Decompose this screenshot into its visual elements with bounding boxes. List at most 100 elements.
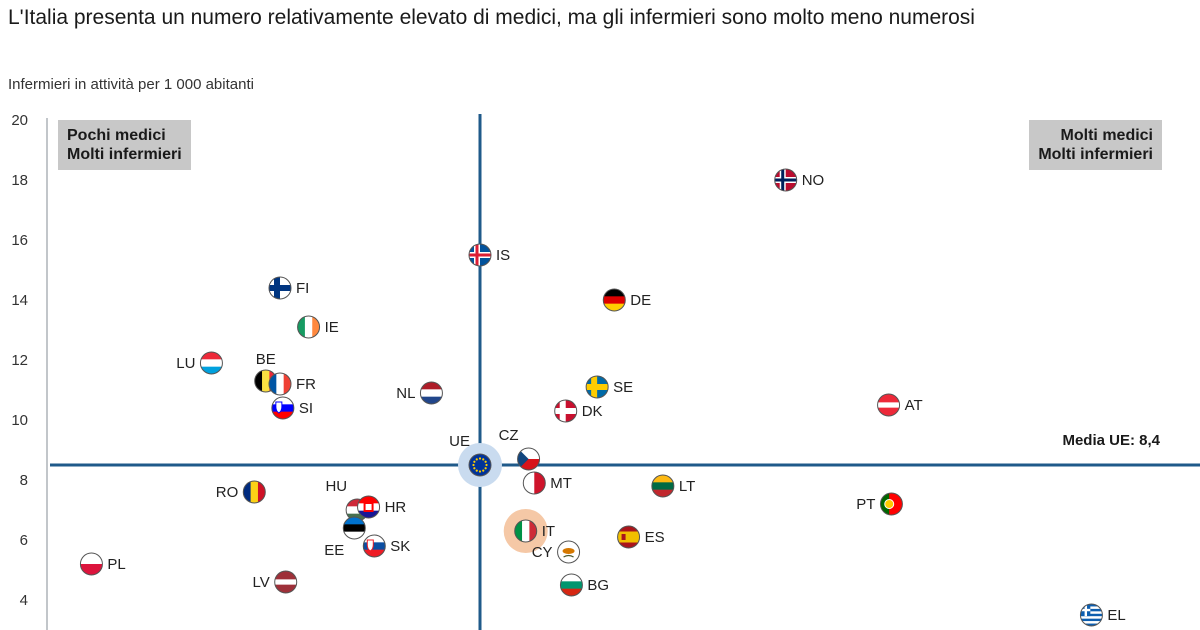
point-label: CZ — [499, 427, 519, 444]
flag-marker — [274, 571, 297, 593]
data-point-cy: CY — [532, 540, 581, 564]
flag-marker-outline — [877, 393, 901, 417]
point-label: LV — [252, 574, 269, 591]
point-label: HR — [385, 499, 407, 516]
data-point-fr: FR — [268, 372, 316, 396]
y-tick-label: 10 — [11, 412, 28, 429]
data-point-lv: LV — [252, 570, 298, 594]
point-label: IE — [325, 319, 339, 336]
point-label: SE — [613, 379, 633, 396]
flag-marker-outline — [559, 573, 583, 597]
flag-marker-outline — [651, 474, 675, 498]
flag-marker — [603, 289, 626, 311]
point-label: DE — [630, 292, 651, 309]
flag-marker — [343, 517, 366, 539]
flag-marker — [469, 244, 491, 266]
flag-marker — [297, 316, 320, 338]
point-label: BG — [587, 577, 609, 594]
quadrant-label-line: Molti infermieri — [67, 146, 182, 163]
flag-marker — [877, 394, 900, 416]
flag-marker-outline — [199, 351, 223, 375]
data-point-dk: DK — [554, 399, 603, 423]
y-tick-label: 14 — [11, 292, 28, 309]
flag-marker-outline — [617, 525, 641, 549]
y-tick-label: 8 — [20, 472, 28, 489]
quadrant-label-line: Molti medici — [1060, 127, 1153, 144]
point-label: EE — [324, 542, 344, 559]
flag-marker-outline — [297, 315, 321, 339]
data-point-ee: EE — [324, 516, 366, 559]
point-label: MT — [550, 475, 572, 492]
data-point-no: NO — [774, 168, 825, 192]
flag-marker — [517, 448, 540, 470]
y-tick-label: 20 — [11, 112, 28, 129]
point-label: AT — [905, 397, 923, 414]
flag-marker — [523, 472, 546, 494]
data-point-mt: MT — [522, 471, 572, 495]
flag-marker-outline — [468, 453, 492, 477]
data-point-sk: SK — [362, 534, 410, 558]
data-point-ro: RO — [216, 480, 266, 504]
chart-title: L'Italia presenta un numero relativament… — [8, 6, 975, 29]
flag-marker — [617, 526, 640, 548]
flag-marker — [880, 493, 903, 515]
flag-marker — [269, 373, 291, 395]
point-label: SK — [390, 538, 410, 555]
data-point-nl: NL — [396, 381, 443, 405]
flag-marker-outline — [242, 480, 266, 504]
data-point-de: DE — [602, 288, 651, 312]
flag-marker-outline — [268, 276, 292, 300]
data-point-cz: CZ — [499, 427, 541, 471]
y-axis-label: Infermieri in attività per 1 000 abitant… — [8, 76, 254, 93]
flag-marker-outline — [517, 447, 541, 471]
flag-marker — [243, 481, 266, 503]
flag-marker-outline — [342, 516, 366, 540]
quadrant-label-line: Molti infermieri — [1038, 146, 1153, 163]
flag-marker-outline — [419, 381, 443, 405]
point-label: NO — [802, 172, 825, 189]
flag-marker-outline — [879, 492, 903, 516]
flag-marker — [200, 352, 223, 374]
data-point-ie: IE — [297, 315, 339, 339]
flag-marker — [469, 454, 491, 476]
data-point-is: IS — [468, 243, 510, 267]
point-label: CY — [532, 544, 553, 561]
y-tick-label: 4 — [20, 592, 28, 609]
flag-marker-outline — [1079, 603, 1103, 627]
point-label: LT — [679, 478, 695, 495]
point-label: LU — [176, 355, 195, 372]
data-point-pl: PL — [79, 552, 126, 576]
flag-marker — [560, 574, 583, 596]
data-point-hr: HR — [357, 495, 407, 519]
data-point-pt: PT — [856, 492, 903, 516]
point-label: FR — [296, 376, 316, 393]
flag-marker-outline — [79, 552, 103, 576]
reference-lines — [50, 114, 1200, 630]
flag-marker-outline — [602, 288, 626, 312]
data-point-es: ES — [617, 525, 665, 549]
flag-marker — [420, 382, 443, 404]
flag-marker-outline — [554, 399, 578, 423]
point-label: DK — [582, 403, 603, 420]
flag-marker-outline — [774, 168, 798, 192]
flag-marker-outline — [268, 372, 292, 396]
data-point-fi: FI — [268, 276, 309, 300]
flag-marker-outline — [357, 495, 381, 519]
flag-marker-outline — [514, 519, 538, 543]
y-axis: 4 6 8 10 12 14 16 18 20 — [11, 112, 48, 630]
flag-marker — [651, 475, 674, 497]
flag-marker — [774, 169, 797, 191]
point-label: HU — [325, 478, 347, 495]
flag-marker — [271, 397, 294, 419]
eu-average-label: Media UE: 8,4 — [1062, 432, 1160, 449]
flag-marker — [514, 520, 537, 542]
flag-marker — [80, 553, 103, 575]
flag-marker-outline — [557, 540, 581, 564]
point-label: UE — [449, 433, 470, 450]
y-tick-label: 6 — [20, 532, 28, 549]
y-tick-label: 12 — [11, 352, 28, 369]
point-label: RO — [216, 484, 239, 501]
flag-marker-outline — [274, 570, 298, 594]
point-label: NL — [396, 385, 415, 402]
flag-marker — [363, 535, 386, 557]
